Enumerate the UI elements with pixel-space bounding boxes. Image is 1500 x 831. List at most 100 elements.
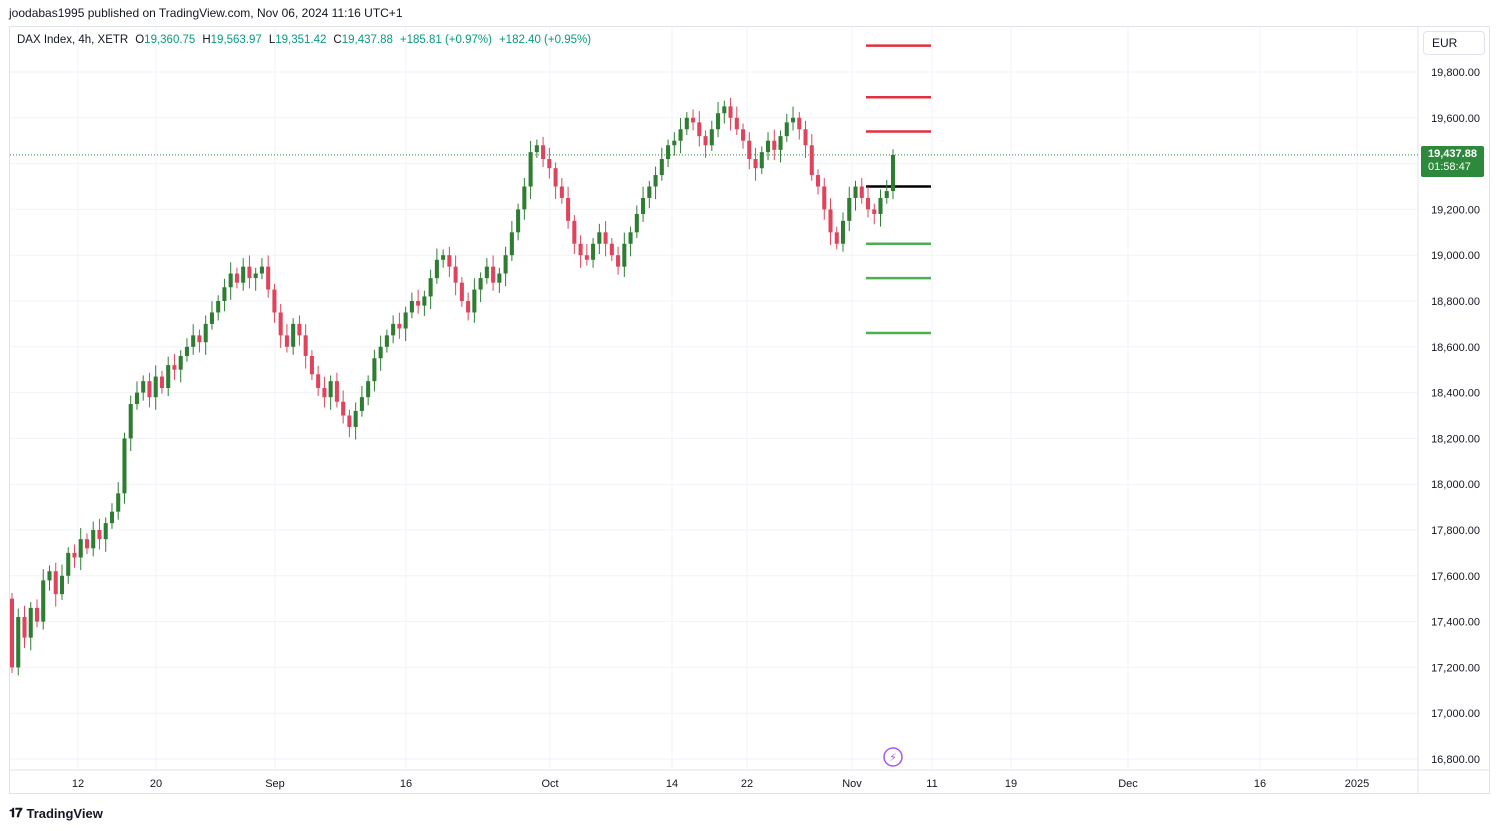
- candle-body: [709, 129, 714, 146]
- candle-body: [434, 259, 439, 279]
- candle-body: [847, 197, 852, 221]
- candle-body: [34, 607, 40, 622]
- chart-legend: DAX Index, 4h, XETR O19,360.75 H19,563.9…: [17, 34, 598, 46]
- candle-body: [553, 168, 558, 187]
- y-tick-label: 19,200.00: [1431, 204, 1480, 216]
- last-price-value: 19,437.88: [1428, 148, 1477, 160]
- candle-body: [272, 289, 277, 313]
- candle-body: [528, 152, 533, 187]
- candle-body: [647, 186, 652, 198]
- candle-body: [834, 232, 839, 244]
- x-tick-label: 11: [926, 778, 937, 790]
- x-tick-label: 16: [400, 778, 412, 790]
- y-tick-label: 18,000.00: [1431, 479, 1480, 491]
- candle-body: [809, 145, 814, 176]
- candle-body: [815, 175, 821, 187]
- x-tick-label: 12: [72, 778, 84, 790]
- candle-body: [503, 255, 508, 274]
- candle-body: [53, 571, 58, 595]
- x-tick-label: 19: [1005, 778, 1017, 790]
- candle-body: [872, 209, 877, 214]
- candle-body: [284, 335, 289, 347]
- candle-body: [216, 301, 221, 313]
- candle-body: [591, 243, 596, 260]
- candle-body: [659, 159, 664, 176]
- x-tick-label: Dec: [1118, 778, 1138, 790]
- candle-body: [884, 191, 889, 198]
- candle-body: [122, 438, 127, 494]
- legend-change-2: +182.40 (+0.95%): [498, 34, 592, 46]
- candle-body: [247, 266, 252, 279]
- y-tick-label: 17,600.00: [1431, 571, 1480, 583]
- y-tick-label: 16,800.00: [1431, 754, 1480, 766]
- candle-body: [166, 365, 171, 389]
- candle-body: [203, 323, 208, 343]
- candle-body: [141, 381, 146, 393]
- candle-body: [859, 186, 864, 198]
- candle-body: [609, 243, 614, 256]
- candle-body: [484, 266, 489, 279]
- candle-body: [516, 209, 521, 233]
- candle-body: [116, 493, 121, 512]
- candle-body: [191, 335, 196, 347]
- x-tick-label: 16: [1254, 778, 1266, 790]
- candle-body: [66, 552, 71, 576]
- event-flash-icon: [883, 747, 903, 767]
- candle-body: [422, 296, 427, 306]
- candle-body: [359, 397, 364, 411]
- y-tick-label: 17,000.00: [1431, 708, 1480, 720]
- x-tick-label: 2025: [1345, 778, 1369, 790]
- candle-body: [403, 312, 408, 329]
- candle-body: [572, 220, 577, 244]
- candle-body: [297, 323, 302, 336]
- candle-body: [78, 539, 83, 558]
- legend-high: H19,563.97: [202, 34, 262, 46]
- candle-body: [347, 415, 352, 427]
- candle-body: [153, 376, 158, 398]
- candle-body: [466, 301, 471, 313]
- candle-body: [790, 117, 796, 123]
- tradingview-logo[interactable]: 𝟏𝟕 TradingView: [9, 805, 103, 821]
- legend-open: O19,360.75: [135, 34, 196, 46]
- currency-button[interactable]: EUR: [1423, 31, 1485, 55]
- bar-countdown: 01:58:47: [1428, 161, 1471, 173]
- candle-body: [741, 129, 746, 141]
- candle-body: [716, 113, 721, 130]
- event-flash-glyph: ⚡: [889, 751, 897, 764]
- candle-body: [322, 388, 327, 398]
- candle-body: [522, 186, 527, 210]
- candle-body: [309, 355, 314, 375]
- y-tick-label: 17,400.00: [1431, 617, 1480, 629]
- candle-body: [366, 381, 371, 398]
- candle-body: [541, 145, 546, 160]
- candle-body: [584, 255, 589, 260]
- candle-body: [109, 511, 115, 524]
- candle-body: [22, 617, 27, 638]
- candle-body: [478, 278, 483, 290]
- candle-body: [597, 232, 602, 244]
- candle-body: [822, 186, 827, 210]
- candle-body: [453, 266, 458, 283]
- candle-body: [509, 232, 514, 256]
- x-tick-label: Sep: [265, 778, 285, 790]
- candle-body: [803, 129, 808, 146]
- candle-body: [491, 266, 496, 283]
- candle-body: [378, 346, 383, 359]
- candle-body: [316, 374, 321, 389]
- legend-close: C19,437.88: [333, 34, 393, 46]
- candle-body: [84, 539, 90, 549]
- candle-body: [178, 355, 183, 370]
- candle-body: [234, 273, 239, 283]
- chart-frame[interactable]: [9, 26, 1490, 794]
- y-tick-label: 19,000.00: [1431, 250, 1480, 262]
- candle-body: [197, 335, 202, 343]
- candle-body: [416, 301, 421, 306]
- candle-body: [209, 312, 214, 324]
- candle-body: [409, 301, 414, 313]
- candle-body: [303, 335, 308, 356]
- candle-body: [241, 266, 246, 283]
- candle-body: [753, 159, 758, 169]
- candle-body: [616, 255, 621, 267]
- candle-body: [384, 335, 389, 347]
